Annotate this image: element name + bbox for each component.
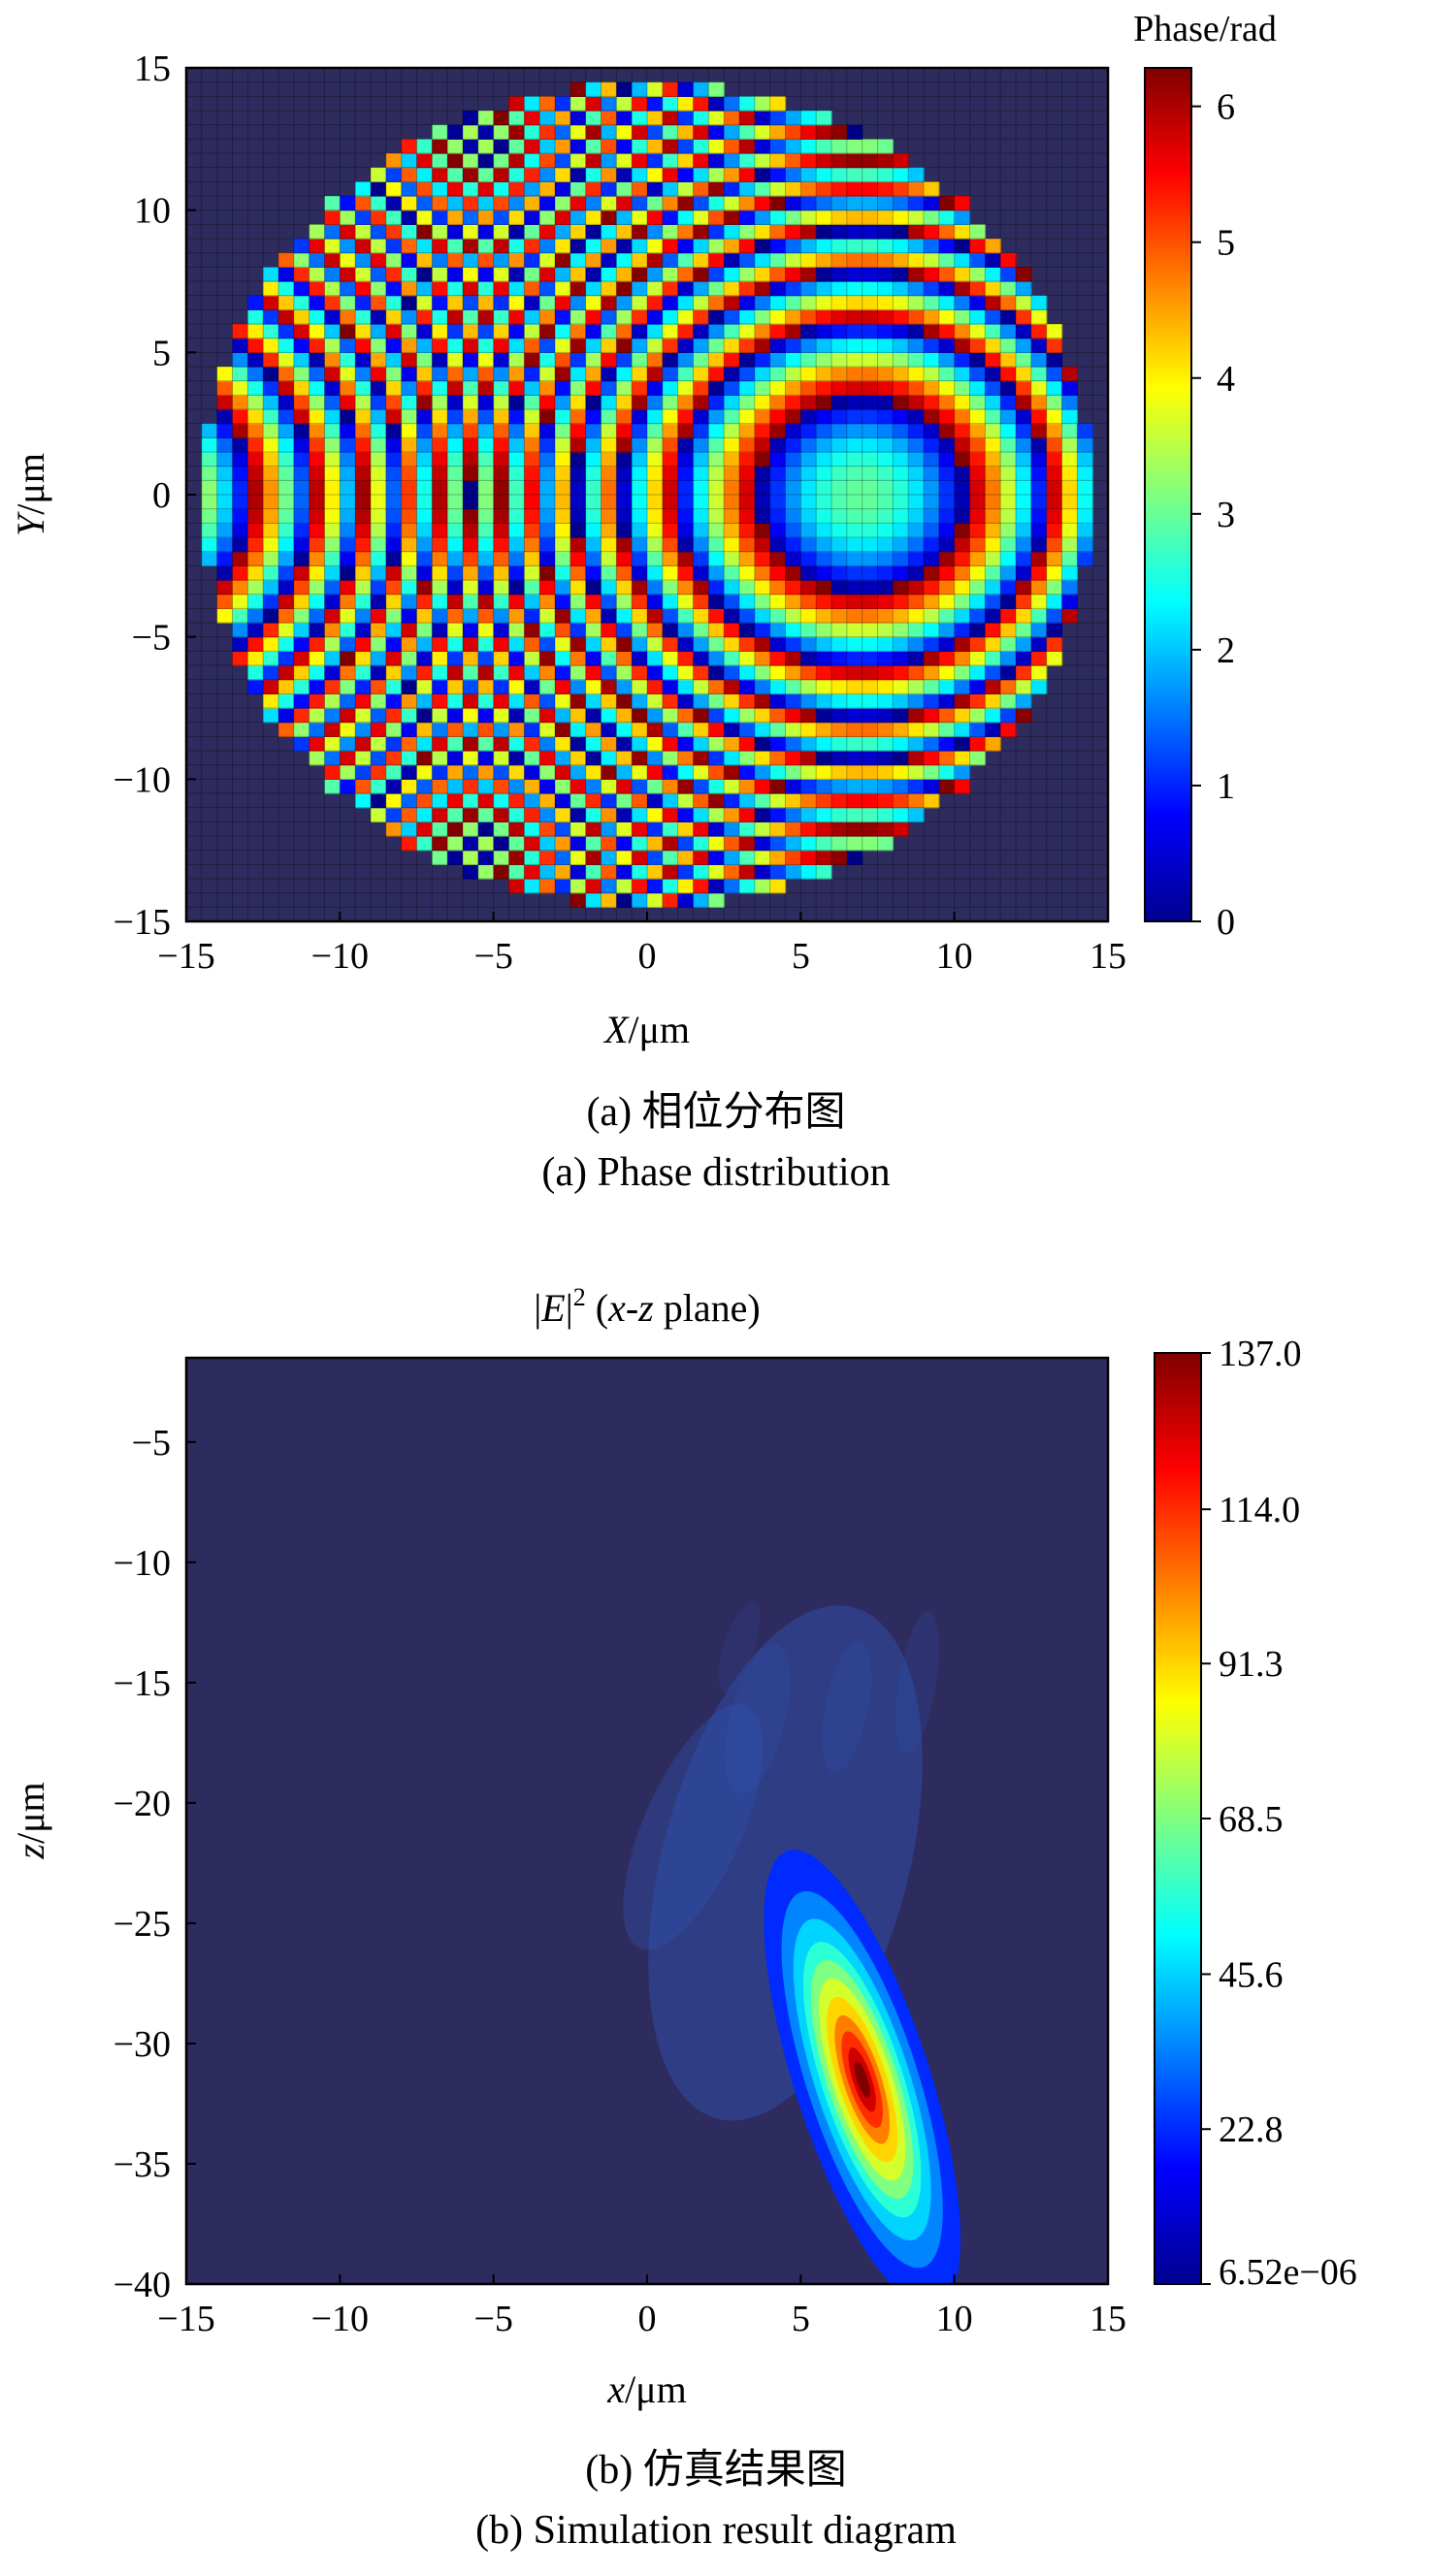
x-axis-label-b: x/μm xyxy=(606,2367,686,2411)
caption-a-zh: (a) 相位分布图 xyxy=(586,1089,845,1135)
y-tick-label: −5 xyxy=(132,618,171,659)
y-axis-label-b: z/μm xyxy=(9,1782,52,1859)
colorbar-a-tick-label: 0 xyxy=(1217,902,1235,943)
colorbar-b-tick-label: 91.3 xyxy=(1219,1644,1284,1685)
x-tick-label: −15 xyxy=(157,936,214,977)
colorbar-b xyxy=(1154,1352,1202,2285)
y-tick-label: −15 xyxy=(114,902,171,943)
phase-grid-lines xyxy=(186,68,1108,921)
caption-b-zh: (b) 仿真结果图 xyxy=(585,2448,846,2493)
side-lobe xyxy=(623,1704,764,1950)
side-lobe xyxy=(895,1611,939,1755)
colorbar-a-tick-label: 3 xyxy=(1217,495,1235,535)
side-lobe xyxy=(822,1640,872,1773)
y-tick-label: 15 xyxy=(134,48,171,89)
chart-b-title: |E|2 (x-z plane) xyxy=(534,1283,760,1330)
caption-a-en: (a) Phase distribution xyxy=(541,1150,890,1195)
caption-b-en: (b) Simulation result diagram xyxy=(475,2508,957,2553)
x-tick-label: 15 xyxy=(1090,2299,1126,2339)
y-tick-label: 0 xyxy=(152,475,171,516)
x-tick-label: 0 xyxy=(638,936,657,977)
x-tick-label: 5 xyxy=(792,2299,810,2339)
x-axis-ticks-b: −15 −10 −5 0 5 10 15 xyxy=(157,2274,1126,2339)
simulation-result-chart: |E|2 (x-z plane) −15 −10 −5 0 5 10 15 −5−10−15… xyxy=(9,1283,1357,2553)
colorbar-a xyxy=(1144,67,1192,922)
x-tick-label: −5 xyxy=(473,2299,512,2339)
x-axis-label-a: X/μm xyxy=(602,1008,690,1051)
colorbar-a-tick-label: 5 xyxy=(1217,223,1235,264)
x-tick-label: −15 xyxy=(157,2299,214,2339)
x-tick-label: −10 xyxy=(311,936,369,977)
colorbar-a-tick-label: 6 xyxy=(1217,87,1235,128)
side-lobe xyxy=(725,1643,791,1794)
colorbar-a-tick-label: 2 xyxy=(1217,630,1235,671)
colorbar-a-title: Phase/rad xyxy=(1133,9,1277,49)
colorbar-b-tick-label: 6.52e−06 xyxy=(1219,2252,1357,2293)
colorbar-b-tick-label: 137.0 xyxy=(1219,1334,1302,1374)
y-tick-label: −20 xyxy=(114,1784,171,1824)
intensity-contour xyxy=(854,2061,870,2099)
colorbar-b-tick-label: 45.6 xyxy=(1219,1954,1284,1995)
y-tick-label: −35 xyxy=(114,2144,171,2185)
colorbar-b-ticks: 137.0 114.0 91.3 68.5 45.6 22.8 6.52e−06 xyxy=(1201,1334,1357,2293)
x-tick-label: −5 xyxy=(473,936,512,977)
y-tick-label: 5 xyxy=(152,333,171,373)
plot-b-background xyxy=(186,1358,1108,2284)
y-tick-label: −30 xyxy=(114,2024,171,2065)
y-axis-ticks-b: −5 −10 −15 −20 −25 −30 −35 −40 xyxy=(114,1423,196,2305)
phase-heatmap-cells xyxy=(201,81,1093,908)
y-tick-label: −15 xyxy=(114,1663,171,1704)
y-tick-label: −25 xyxy=(114,1904,171,1945)
colorbar-b-tick-label: 114.0 xyxy=(1219,1490,1300,1530)
x-tick-label: 10 xyxy=(936,936,973,977)
y-axis-ticks-a: 15 10 5 0 −5 −10 −15 xyxy=(114,48,196,943)
colorbar-a-tick-label: 1 xyxy=(1217,766,1235,807)
x-tick-label: 5 xyxy=(792,936,810,977)
x-tick-label: 15 xyxy=(1090,936,1126,977)
x-axis-ticks-a: −15 −10 −5 0 5 10 15 xyxy=(157,912,1126,977)
y-tick-label: −5 xyxy=(132,1423,171,1464)
colorbar-a-ticks: 6 5 4 3 2 1 0 xyxy=(1191,87,1235,943)
y-tick-label: −40 xyxy=(114,2265,171,2305)
y-axis-label-a: Y/μm xyxy=(9,453,52,536)
x-tick-label: −10 xyxy=(311,2299,369,2339)
x-tick-label: 10 xyxy=(936,2299,973,2339)
side-lobe xyxy=(718,1600,761,1693)
y-tick-label: 10 xyxy=(134,191,171,232)
y-tick-label: −10 xyxy=(114,1543,171,1584)
colorbar-b-tick-label: 68.5 xyxy=(1219,1799,1284,1840)
intensity-field xyxy=(623,1600,960,2284)
colorbar-a-tick-label: 4 xyxy=(1217,359,1235,400)
x-tick-label: 0 xyxy=(638,2299,657,2339)
colorbar-b-tick-label: 22.8 xyxy=(1219,2109,1284,2150)
y-tick-label: −10 xyxy=(114,759,171,800)
